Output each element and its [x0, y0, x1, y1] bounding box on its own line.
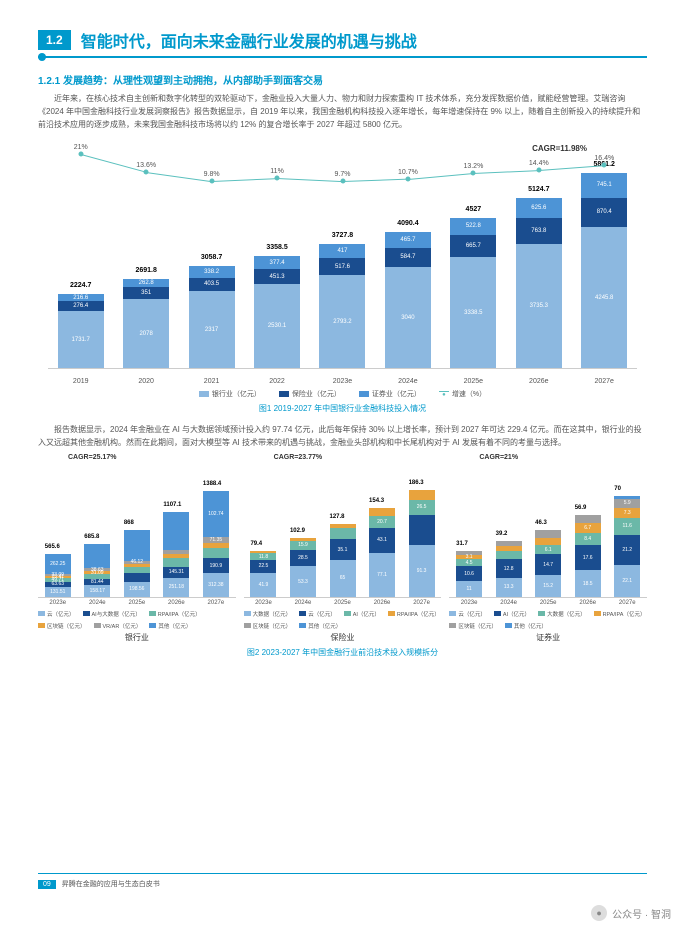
cagr-label: CAGR=11.98%: [532, 144, 587, 153]
watermark: ● 公众号 · 智洞: [591, 905, 671, 921]
section-title: 智能时代，面向未来金融行业发展的机遇与挑战: [81, 28, 417, 52]
section-badge: 1.2: [38, 30, 71, 50]
body-paragraph-2: 报告数据显示，2024 年金融业在 AI 与大数据领域预计投入约 97.74 亿…: [38, 424, 647, 450]
chart2-caption: 图2 2023-2027 年中国金融行业前沿技术投入规模拆分: [38, 647, 647, 658]
page-number: 09: [38, 880, 56, 889]
wechat-icon: ●: [591, 905, 607, 921]
footer-line: [38, 873, 647, 874]
chart1-caption: 图1 2019-2027 年中国银行业金融科技投入情况: [38, 403, 647, 414]
subsection-title: 1.2.1 发展趋势：从理性观望到主动拥抱，从内部助手到面客交易: [38, 72, 647, 87]
body-paragraph: 近年来，在核心技术自主创新和数字化转型的双轮驱动下，金融业投入大量人力、物力和财…: [38, 93, 647, 131]
footer-text: 昇腾在金融的应用与生态白皮书: [62, 879, 160, 889]
divider: [38, 56, 647, 58]
footer: 09 昇腾在金融的应用与生态白皮书: [38, 879, 160, 889]
main-chart: CAGR=11.98% 2224.7216.6276.41731.72691.8…: [38, 139, 647, 399]
